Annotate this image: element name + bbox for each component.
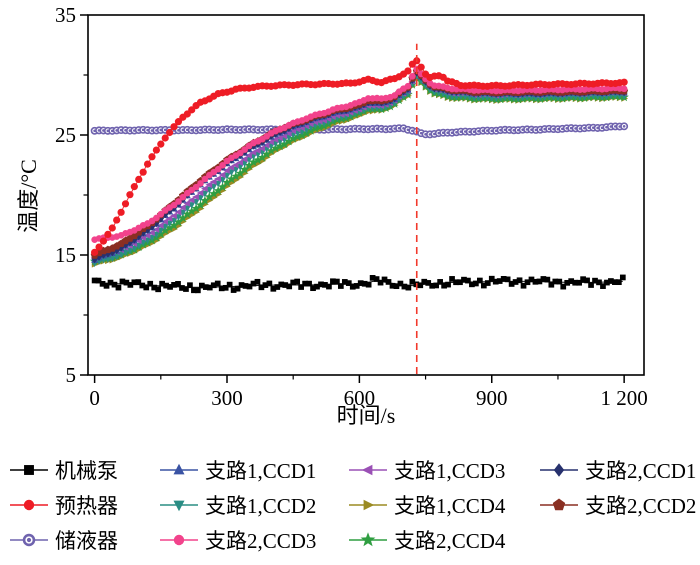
legend: 机械泵预热器储液器 支路1,CCD1 支路1,CCD2 支路2,CCD3 支路1,CCD… [8, 452, 697, 557]
series-branch2-ccd3 [91, 65, 628, 244]
y-tick-label: 25 [55, 123, 76, 147]
legend-marker-square-icon [10, 464, 48, 475]
series-layer [89, 57, 629, 294]
legend-marker-triangle-down-icon [160, 500, 198, 511]
legend-label: 支路1,CCD3 [394, 458, 506, 483]
legend-item-branch1-ccd1: 支路1,CCD1 [158, 455, 347, 485]
legend-label: 支路1,CCD4 [394, 493, 506, 518]
legend-item-branch2-ccd2: 支路2,CCD2 [538, 490, 697, 520]
legend-item-branch1-ccd4: 支路1,CCD4 [347, 490, 538, 520]
legend-item-branch1-ccd2: 支路1,CCD2 [158, 490, 347, 520]
y-tick-label: 5 [66, 363, 77, 387]
legend-marker-pentagon-icon [540, 498, 578, 510]
legend-marker-diamond-icon [540, 462, 578, 477]
legend-label: 支路1,CCD2 [205, 493, 317, 518]
legend-item-branch2-ccd4: 支路2,CCD4 [347, 525, 538, 555]
legend-label: 机械泵 [55, 458, 118, 483]
legend-label: 预热器 [55, 493, 118, 518]
legend-item-branch2-ccd3: 支路2,CCD3 [158, 525, 347, 555]
x-tick-label: 300 [211, 386, 243, 410]
x-tick-label: 0 [89, 386, 100, 410]
legend-marker-triangle-up-icon [160, 463, 198, 474]
legend-marker-circle-icon [160, 534, 198, 545]
y-tick-label: 15 [55, 243, 76, 267]
series-pump [91, 274, 626, 294]
legend-item-branch1-ccd3: 支路1,CCD3 [347, 455, 538, 485]
legend-marker-star-icon [349, 531, 387, 546]
legend-item-pump: 机械泵 [8, 455, 158, 485]
axes: 5 15 25 35 0 300 600 900 1 200 [55, 3, 648, 410]
x-tick-label: 900 [476, 386, 508, 410]
x-tick-label: 600 [344, 386, 376, 410]
legend-label: 支路2,CCD4 [394, 528, 506, 553]
legend-label: 支路2,CCD2 [585, 493, 697, 518]
legend-label: 支路2,CCD1 [585, 458, 697, 483]
legend-marker-circle-dot-icon [10, 533, 48, 546]
legend-marker-triangle-right-icon [349, 499, 387, 510]
legend-item-branch2-ccd1: 支路2,CCD1 [538, 455, 697, 485]
legend-marker-circle-icon [10, 499, 48, 510]
legend-label: 储液器 [55, 528, 118, 553]
legend-item-preheater: 预热器 [8, 490, 158, 520]
y-axis-label: 温度/°C [16, 159, 41, 233]
x-tick-label: 1 200 [601, 386, 648, 410]
plot-area: 5 15 25 35 0 300 600 900 1 200 [55, 3, 648, 410]
legend-label: 支路1,CCD1 [205, 458, 317, 483]
x-axis-label: 时间/s [336, 403, 396, 428]
series-reservoir [90, 122, 629, 139]
legend-label: 支路2,CCD3 [205, 528, 317, 553]
legend-marker-triangle-left-icon [349, 464, 387, 475]
series-preheater [91, 57, 628, 256]
y-tick-label: 35 [55, 3, 76, 27]
legend-item-reservoir: 储液器 [8, 525, 158, 555]
